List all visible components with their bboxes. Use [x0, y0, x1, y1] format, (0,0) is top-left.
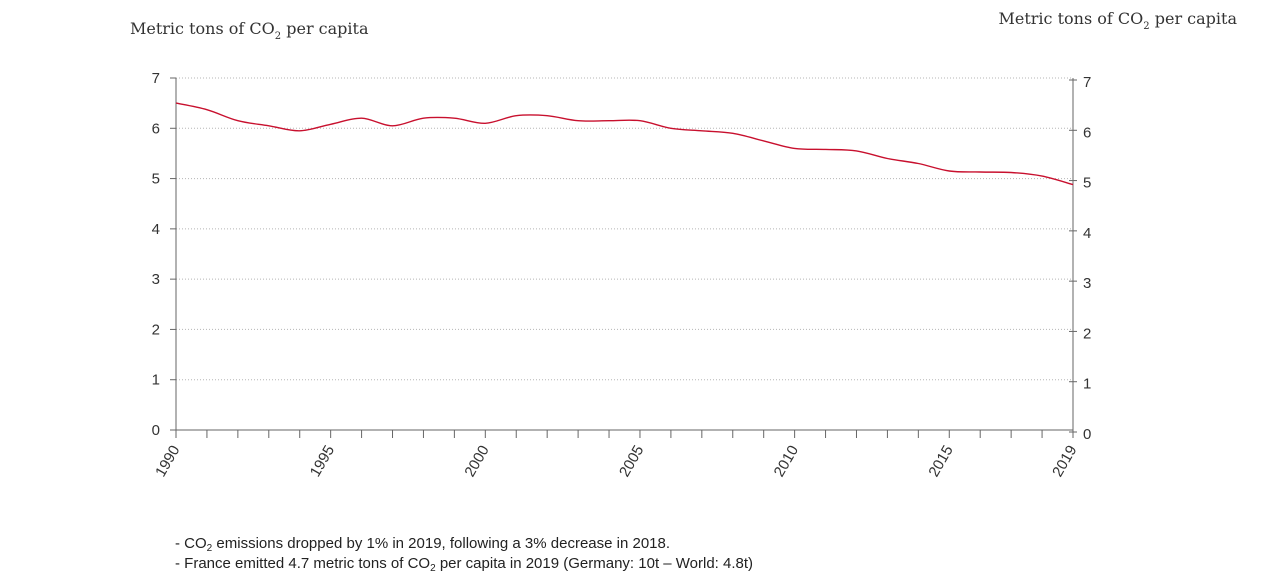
- x-tick-label-2005: 2005: [616, 443, 647, 480]
- y-tick-label-right-3: 3: [1083, 275, 1091, 292]
- notes: - CO2 emissions dropped by 1% in 2019, f…: [175, 534, 753, 574]
- y-tick-label-right-6: 6: [1083, 124, 1091, 141]
- x-tick-label-1990: 1990: [152, 443, 183, 480]
- x-tick-label-2015: 2015: [925, 443, 956, 480]
- y-tick-label-right-4: 4: [1083, 225, 1091, 242]
- y-tick-label-left-4: 4: [152, 221, 160, 238]
- y-tick-label-right-5: 5: [1083, 175, 1091, 192]
- y-tick-label-left-6: 6: [152, 120, 160, 137]
- series-line-0: [175, 102, 1074, 186]
- axes: [175, 78, 1074, 431]
- x-tick-label-1995: 1995: [307, 443, 338, 480]
- y-tick-label-left-2: 2: [152, 321, 160, 338]
- y-tick-label-left-1: 1: [152, 372, 160, 389]
- y-tick-label-left-7: 7: [152, 70, 160, 87]
- y-tick-label-left-0: 0: [152, 422, 160, 439]
- y-tick-label-right-0: 0: [1083, 426, 1091, 443]
- y-tick-label-right-1: 1: [1083, 376, 1091, 393]
- y-axis-label-left: Metric tons of CO2 per capita: [130, 19, 369, 42]
- y-tick-label-left-3: 3: [152, 271, 160, 288]
- x-tick-label-2019: 2019: [1049, 443, 1080, 480]
- note-line-2: - France emitted 4.7 metric tons of CO2 …: [175, 555, 754, 574]
- x-tick-label-2000: 2000: [461, 442, 492, 479]
- note-line-1: - CO2 emissions dropped by 1% in 2019, f…: [175, 535, 671, 554]
- x-tick-label-2010: 2010: [771, 443, 802, 480]
- gridlines: [176, 77, 1073, 381]
- tick-marks-and-labels: 0 0 1 1 2 2 3 3 4 4 5 5 6 6 7 7 1990 1995 2000 2005 2010 2015…: [152, 70, 1092, 480]
- y-tick-label-left-5: 5: [152, 171, 160, 188]
- y-tick-label-right-7: 7: [1083, 74, 1091, 91]
- y-axis-label-right: Metric tons of CO2 per capita: [999, 9, 1238, 32]
- series-layer: [175, 102, 1074, 186]
- y-tick-label-right-2: 2: [1083, 325, 1091, 342]
